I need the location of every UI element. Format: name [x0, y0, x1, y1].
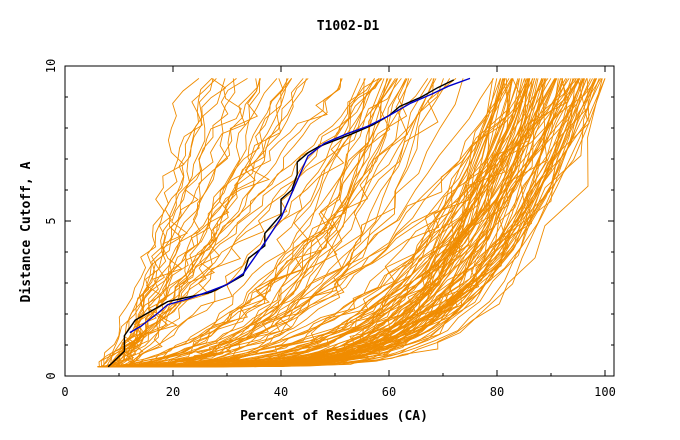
- background-series-line: [124, 78, 580, 368]
- chart-title: T1002-D1: [317, 19, 380, 34]
- background-series-line: [111, 78, 380, 368]
- background-series-line: [115, 78, 284, 368]
- x-tick-label: 0: [61, 385, 68, 399]
- y-axis-label: Distance Cutoff, A: [19, 161, 34, 302]
- highlight-series-black: [107, 79, 455, 368]
- axis-ticks: 0 20 40 60 80 100 0 5 10: [44, 59, 616, 399]
- background-series-line: [104, 78, 398, 368]
- highlight-series-blue: [129, 77, 471, 334]
- background-series-line: [122, 78, 559, 368]
- background-series-line: [116, 78, 213, 368]
- x-axis-label: Percent of Residues (CA): [240, 409, 428, 424]
- x-tick-label: 80: [490, 385, 504, 399]
- background-series-line: [115, 78, 408, 368]
- background-series-line: [124, 78, 429, 368]
- background-series-line: [109, 78, 293, 368]
- background-series-line: [115, 78, 343, 367]
- background-series-line: [117, 78, 227, 367]
- y-tick-label: 0: [44, 372, 58, 379]
- y-tick-label: 5: [44, 217, 58, 224]
- background-series-line: [105, 78, 226, 368]
- background-series-line: [102, 78, 437, 368]
- background-series-line: [120, 78, 434, 368]
- x-tick-label: 20: [166, 385, 180, 399]
- background-series-line: [109, 78, 258, 367]
- background-series-line: [103, 78, 217, 367]
- x-tick-label: 60: [382, 385, 396, 399]
- background-series-line: [107, 78, 534, 368]
- y-tick-label: 10: [44, 59, 58, 73]
- background-series-line: [104, 78, 531, 368]
- background-series-group: [97, 78, 606, 368]
- background-series-line: [119, 78, 402, 367]
- highlight-series-group: [107, 77, 471, 368]
- background-series-line: [109, 78, 383, 368]
- background-series-line: [118, 78, 575, 368]
- background-series-line: [106, 78, 304, 368]
- background-series-line: [101, 78, 261, 368]
- background-series-line: [106, 78, 342, 367]
- background-series-line: [125, 78, 556, 368]
- x-tick-label: 100: [594, 385, 616, 399]
- background-series-line: [107, 78, 598, 368]
- background-series-line: [125, 78, 564, 368]
- background-series-line: [109, 78, 524, 368]
- background-series-line: [126, 78, 261, 368]
- background-series-line: [120, 78, 457, 368]
- x-tick-label: 40: [274, 385, 288, 399]
- background-series-line: [109, 78, 382, 367]
